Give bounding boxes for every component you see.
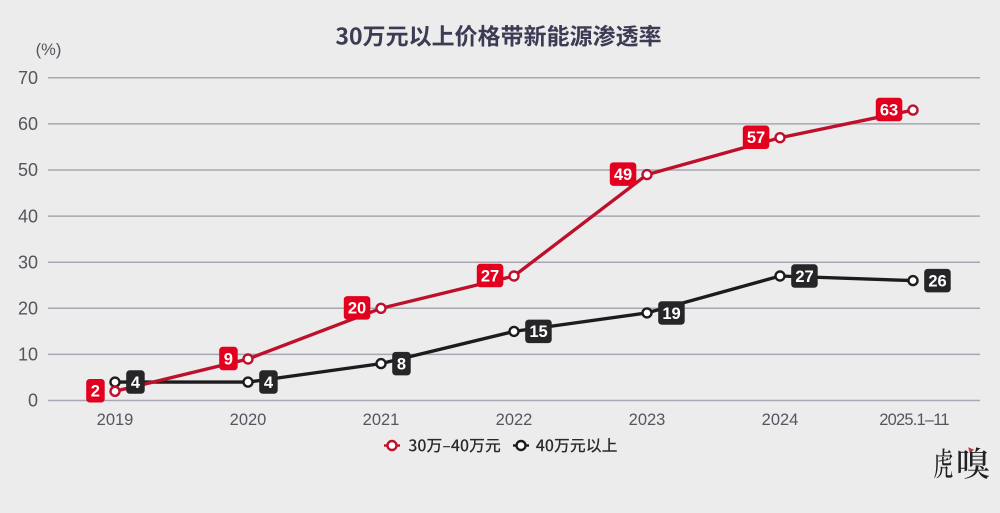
svg-text:40: 40 xyxy=(18,206,38,226)
svg-text:50: 50 xyxy=(18,160,38,180)
svg-text:2021: 2021 xyxy=(363,411,400,429)
svg-text:2019: 2019 xyxy=(97,411,134,429)
svg-text:63: 63 xyxy=(880,102,898,120)
svg-text:2: 2 xyxy=(91,383,100,401)
svg-text:49: 49 xyxy=(614,166,632,184)
svg-text:70: 70 xyxy=(18,68,38,88)
svg-text:8: 8 xyxy=(397,356,406,374)
svg-text:15: 15 xyxy=(529,323,547,341)
svg-text:60: 60 xyxy=(18,114,38,134)
svg-text:20: 20 xyxy=(348,300,366,318)
svg-text:57: 57 xyxy=(747,129,765,147)
svg-text:30: 30 xyxy=(18,252,38,272)
svg-text:2023: 2023 xyxy=(629,411,666,429)
svg-text:27: 27 xyxy=(481,267,499,285)
svg-text:2022: 2022 xyxy=(496,411,533,429)
svg-text:2025.1–11: 2025.1–11 xyxy=(879,411,949,429)
svg-text:2020: 2020 xyxy=(230,411,267,429)
svg-text:4: 4 xyxy=(131,374,141,392)
svg-text:2024: 2024 xyxy=(762,411,799,429)
svg-text:26: 26 xyxy=(928,273,946,291)
svg-text:20: 20 xyxy=(18,299,38,319)
svg-text:(%): (%) xyxy=(36,41,62,59)
svg-text:0: 0 xyxy=(28,391,38,411)
svg-text:19: 19 xyxy=(662,305,680,323)
svg-text:9: 9 xyxy=(224,350,233,368)
svg-text:10: 10 xyxy=(18,345,38,365)
svg-text:4: 4 xyxy=(264,374,274,392)
svg-text:27: 27 xyxy=(795,268,813,286)
